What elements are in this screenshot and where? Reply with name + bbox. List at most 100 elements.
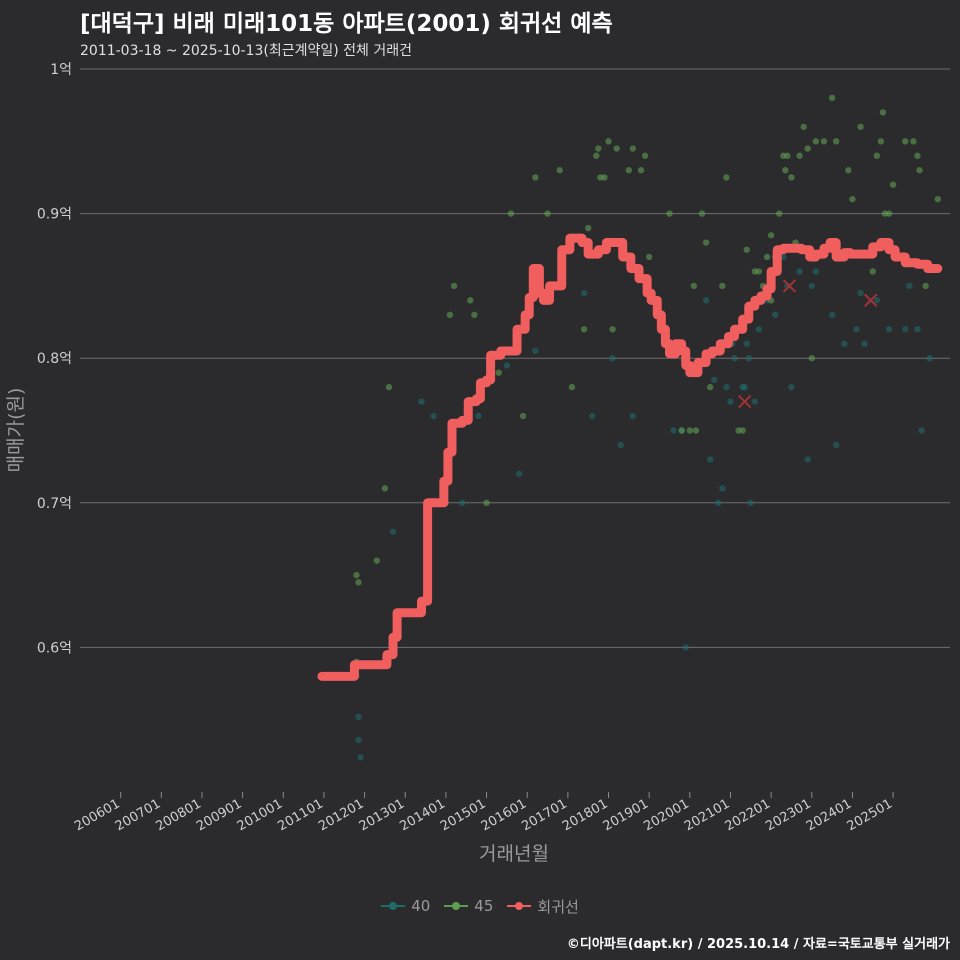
scatter-point-40	[357, 754, 364, 761]
scatter-points	[324, 94, 942, 761]
scatter-point-40	[702, 297, 710, 304]
scatter-point-40	[617, 441, 624, 449]
scatter-point-40	[458, 499, 466, 506]
legend-label-40: 40	[411, 897, 431, 915]
x-axis-label: 거래년월	[479, 843, 549, 865]
scatter-point-40	[828, 311, 836, 319]
scatter-point-40	[723, 383, 730, 391]
scatter-point-45	[916, 167, 923, 174]
scatter-point-45	[706, 383, 714, 391]
legend-label-45: 45	[474, 897, 494, 915]
scatter-point-40	[914, 326, 921, 333]
x-tick-label: 202401	[804, 796, 854, 834]
scatter-point-45	[879, 109, 887, 116]
scatter-point-45	[381, 485, 389, 492]
x-tick-label: 201701	[519, 796, 569, 834]
scatter-point-45	[763, 253, 771, 261]
scatter-point-40	[430, 412, 437, 420]
scatter-point-45	[800, 123, 807, 131]
scatter-point-40	[743, 340, 750, 347]
x-tick-label: 201101	[275, 796, 325, 834]
scatter-point-45	[519, 412, 527, 420]
scatter-point-45	[692, 427, 700, 434]
y-tick-label: 0.6억	[37, 640, 72, 656]
scatter-point-45	[698, 210, 706, 217]
scatter-point-45	[873, 152, 881, 159]
scatter-point-40	[741, 383, 748, 391]
chart-title: [대덕구] 비래 미래101동 아파트(2001) 회귀선 예측	[80, 11, 613, 37]
scatter-point-45	[702, 239, 710, 246]
x-tick-label: 200801	[153, 796, 203, 834]
scatter-point-45	[580, 326, 588, 333]
x-tick-label: 202301	[763, 796, 813, 834]
scatter-point-45	[641, 152, 649, 159]
y-tick-label: 0.8억	[37, 351, 72, 367]
regression-line-layer	[317, 233, 943, 681]
scatter-point-45	[629, 145, 637, 152]
scatter-point-45	[776, 210, 783, 217]
scatter-point-45	[739, 427, 746, 434]
x-tick-label: 201901	[601, 796, 651, 834]
scatter-point-40	[788, 383, 795, 391]
scatter-point-45	[544, 210, 551, 217]
scatter-point-45	[666, 210, 673, 217]
scatter-point-40	[670, 427, 677, 434]
highlight-x-marker	[864, 293, 878, 308]
grid-lines	[80, 68, 950, 648]
scatter-point-45	[767, 232, 775, 239]
scatter-point-45	[568, 383, 576, 391]
scatter-point-45	[812, 138, 820, 145]
scatter-point-45	[857, 123, 864, 131]
scatter-point-45	[788, 174, 795, 181]
legend-item-40[interactable]: 40	[381, 897, 430, 915]
scatter-point-45	[832, 138, 840, 145]
scatter-point-40	[755, 326, 763, 333]
scatter-point-45	[845, 167, 852, 174]
scatter-point-40	[804, 456, 811, 463]
scatter-point-40	[918, 427, 925, 434]
x-tick-label: 200701	[113, 796, 163, 834]
scatter-point-45	[902, 138, 909, 145]
y-axis-ticks: 0.6억 0.7억 0.8억 0.9억 1억	[37, 62, 72, 656]
scatter-point-45	[601, 174, 608, 181]
scatter-point-45	[755, 268, 763, 275]
scatter-point-45	[808, 355, 815, 362]
scatter-point-40	[812, 268, 820, 275]
scatter-point-40	[745, 355, 752, 362]
x-tick-label: 202201	[723, 796, 773, 834]
scatter-point-40	[629, 412, 637, 420]
legend-item-regression[interactable]: 회귀선	[507, 896, 579, 917]
scatter-point-45	[922, 282, 929, 290]
scatter-point-40	[808, 282, 815, 290]
scatter-point-45	[385, 383, 393, 391]
legend-label-regression: 회귀선	[537, 897, 579, 916]
scatter-point-45	[723, 174, 730, 181]
legend-key-regression-icon	[507, 900, 532, 912]
x-tick-label: 202501	[845, 796, 895, 834]
scatter-point-45	[910, 138, 917, 145]
scatter-point-45	[593, 152, 600, 159]
x-tick-label: 201801	[560, 796, 610, 834]
legend-key-40-icon	[381, 900, 406, 912]
x-tick-label: 201201	[316, 796, 366, 834]
scatter-point-45	[450, 282, 458, 290]
scatter-point-45	[613, 145, 620, 152]
regression-line	[317, 233, 943, 681]
scatter-point-45	[686, 427, 694, 434]
scatter-point-40	[418, 398, 425, 405]
scatter-point-45	[804, 145, 811, 152]
y-axis-label: 매매가(원)	[5, 388, 27, 473]
x-tick-label: 200601	[72, 796, 122, 834]
scatter-point-45	[637, 167, 645, 174]
scatter-point-40	[715, 499, 722, 506]
scatter-point-45	[353, 571, 360, 579]
legend-item-45[interactable]: 45	[444, 897, 493, 915]
scatter-point-40	[861, 340, 868, 347]
scatter-point-45	[743, 246, 750, 253]
scatter-point-45	[609, 326, 616, 333]
scatter-point-40	[706, 456, 714, 463]
x-tick-label: 202101	[682, 796, 732, 834]
highlight-markers	[737, 279, 878, 409]
scatter-point-45	[885, 210, 893, 217]
scatter-point-45	[719, 282, 726, 290]
